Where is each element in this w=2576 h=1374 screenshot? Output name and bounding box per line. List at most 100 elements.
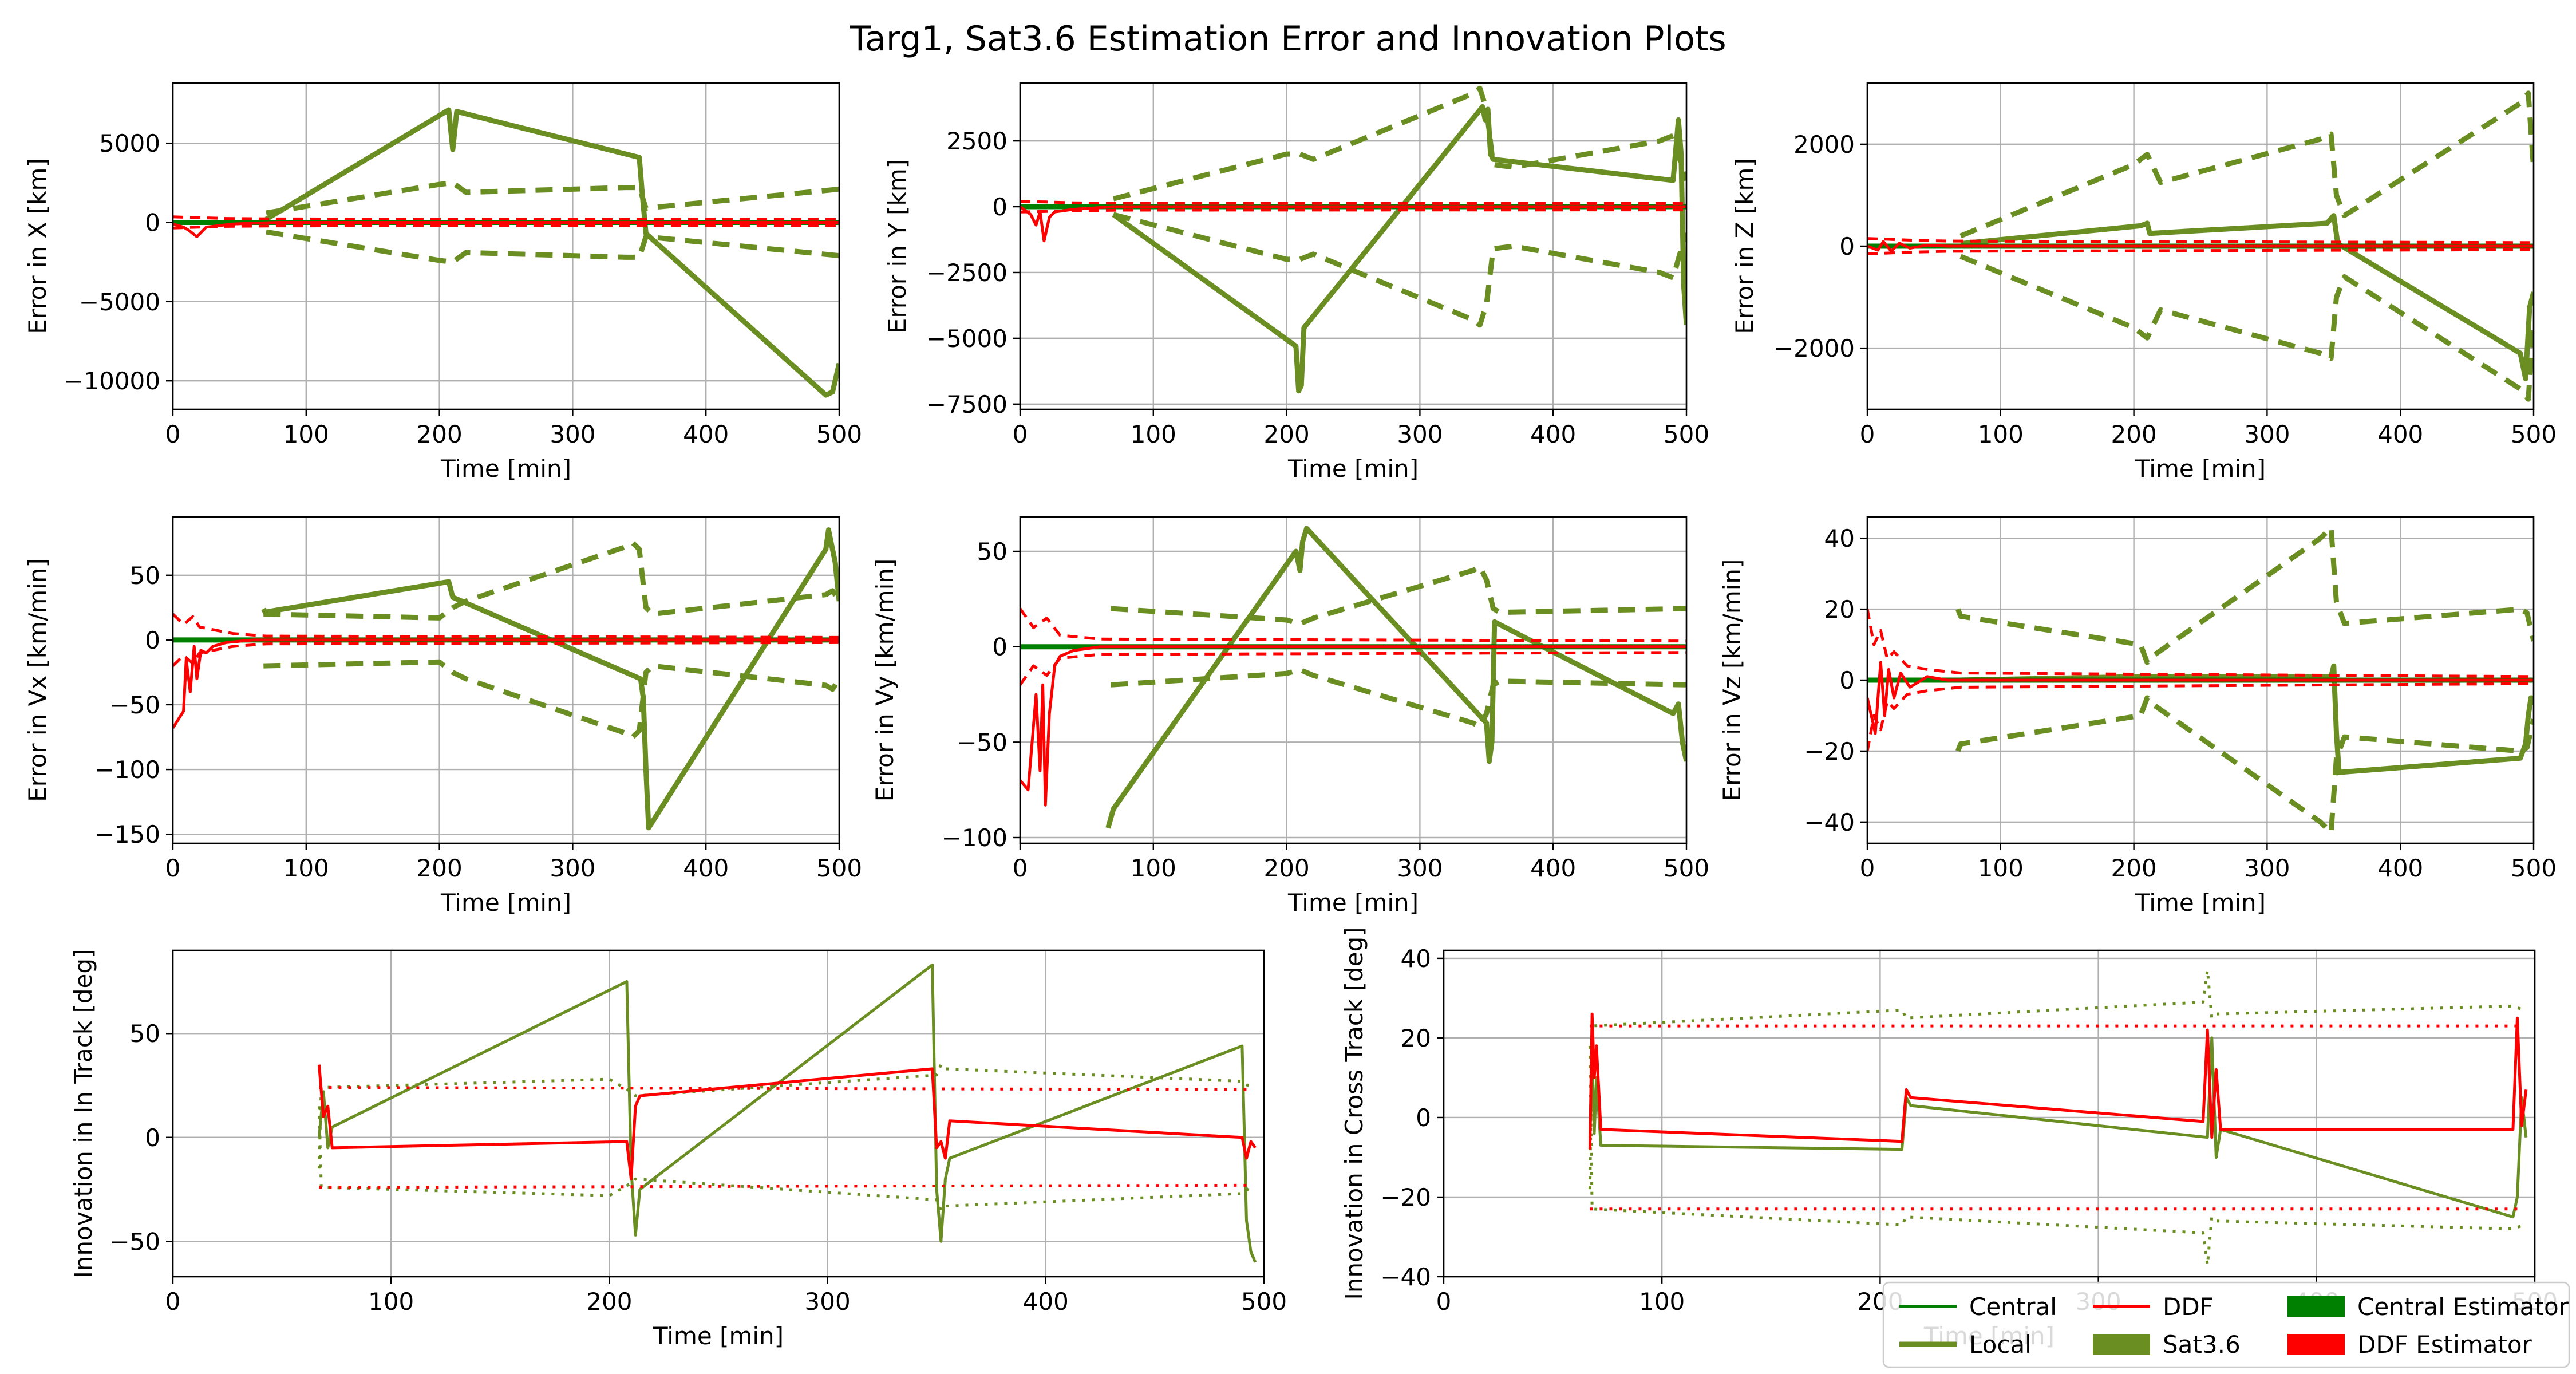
y-axis-label: Innovation in Cross Track [deg]: [1340, 927, 1368, 1300]
legend-swatch: [2287, 1334, 2345, 1355]
x-tick-label: 400: [1023, 1288, 1069, 1316]
y-tick-label: 0: [1416, 1104, 1431, 1132]
figure-title: Targ1, Sat3.6 Estimation Error and Innov…: [849, 19, 1726, 59]
x-tick-label: 0: [165, 420, 181, 448]
y-tick-label: −100: [94, 756, 160, 784]
x-tick-label: 400: [1530, 854, 1576, 882]
y-tick-label: −2000: [1773, 334, 1855, 362]
x-axis-label: Time [min]: [440, 455, 571, 483]
x-tick-label: 300: [805, 1288, 851, 1316]
series-line-3: [1111, 667, 1686, 730]
series-line-5: [1867, 661, 2534, 735]
x-tick-label: 300: [550, 420, 595, 448]
x-tick-label: 200: [1264, 854, 1310, 882]
y-tick-label: 0: [1839, 232, 1855, 260]
y-tick-label: −100: [942, 824, 1008, 852]
y-tick-label: 20: [1824, 595, 1855, 623]
x-tick-label: 100: [283, 420, 329, 448]
series-line-2: [1588, 969, 2524, 1190]
series-line-6: [173, 215, 839, 221]
x-axis-label: Time [min]: [1287, 455, 1419, 483]
y-tick-label: −150: [94, 820, 160, 848]
x-tick-label: 100: [1978, 854, 2024, 882]
x-tick-label: 200: [586, 1288, 632, 1316]
plot-area: [1867, 525, 2534, 835]
axes-frame: [172, 949, 1265, 1278]
x-tick-label: 500: [2511, 854, 2557, 882]
x-tick-label: 200: [2111, 854, 2157, 882]
x-tick-label: 500: [1664, 854, 1709, 882]
y-tick-label: −5000: [926, 325, 1008, 353]
plot-area: [1020, 85, 1686, 394]
series-line-1: [1960, 663, 2534, 775]
plot-area: [317, 963, 1257, 1263]
y-tick-label: 0: [1839, 666, 1855, 694]
series-line-1: [1588, 1036, 2528, 1219]
series-line-1: [264, 107, 839, 398]
y-axis-label: Error in X [km]: [23, 158, 52, 334]
series-line-6: [1867, 609, 2534, 678]
x-axis-label: Time [min]: [2135, 889, 2266, 917]
legend-label: DDF: [2163, 1293, 2214, 1321]
legend-swatch: [2287, 1296, 2345, 1317]
x-tick-label: 400: [2377, 420, 2423, 448]
plot-area: [1020, 526, 1686, 829]
x-tick-label: 400: [1530, 420, 1576, 448]
subplot-5: 0 100 200 300 400 500 −100 −50 0 50 Time [min] Erro…: [871, 516, 1709, 917]
legend-label: Central: [1969, 1293, 2057, 1321]
series-line-1: [1960, 213, 2534, 382]
y-tick-label: −50: [957, 728, 1008, 756]
y-tick-label: −20: [1804, 737, 1855, 765]
x-tick-label: 200: [417, 420, 463, 448]
x-tick-label: 100: [1978, 420, 2024, 448]
y-tick-label: 50: [977, 538, 1008, 566]
x-tick-label: 100: [283, 854, 329, 882]
series-line-2: [266, 180, 839, 216]
series-line-3: [1959, 254, 2534, 402]
x-tick-label: 400: [683, 854, 729, 882]
y-tick-label: 2500: [946, 127, 1008, 155]
x-tick-label: 400: [2377, 854, 2423, 882]
y-tick-label: −2500: [926, 259, 1008, 287]
y-tick-label: 2000: [1793, 131, 1855, 159]
x-tick-label: 500: [816, 420, 862, 448]
y-tick-label: −7500: [926, 390, 1008, 418]
y-tick-label: 0: [145, 1124, 160, 1152]
legend-label: Sat3.6: [2163, 1330, 2241, 1359]
y-tick-label: 0: [992, 633, 1008, 661]
y-tick-label: −10000: [64, 367, 160, 395]
x-tick-label: 300: [2244, 420, 2290, 448]
y-tick-label: −50: [109, 1227, 160, 1255]
plot-area: [1867, 90, 2534, 402]
legend-frame: [1882, 1281, 2570, 1368]
x-tick-label: 500: [1241, 1288, 1287, 1316]
series-line-6: [1020, 607, 1686, 643]
x-tick-label: 400: [683, 420, 729, 448]
y-tick-label: −50: [109, 691, 160, 719]
series-line-6: [1867, 237, 2534, 244]
y-tick-label: 0: [992, 193, 1008, 221]
legend-label: Local: [1969, 1330, 2032, 1359]
plot-area: [173, 527, 839, 831]
series-line-7: [173, 641, 839, 667]
subplot-4: 0 100 200 300 400 500 −150 −100 −50 0 50 Time [min]…: [23, 516, 862, 917]
series-line-1: [1105, 526, 1686, 829]
x-tick-label: 300: [550, 854, 595, 882]
series-line-3: [1588, 1045, 2524, 1266]
x-axis-label: Time [min]: [440, 889, 571, 917]
subplot-3: 0 100 200 300 400 500 −2000 0 2000 Time [min] Erro…: [1730, 82, 2557, 483]
y-tick-label: 50: [130, 1020, 160, 1048]
y-tick-label: 5000: [99, 129, 160, 157]
series-line-3: [1112, 212, 1686, 328]
y-tick-label: 20: [1401, 1024, 1431, 1052]
x-axis-label: Time [min]: [1287, 889, 1419, 917]
series-line-6: [319, 1183, 1253, 1189]
series-line-7: [1867, 248, 2534, 255]
subplot-6: 0 100 200 300 400 500 −40 −20 0 20 40 Time [min] Err…: [1718, 516, 2557, 917]
series-line-7: [1020, 651, 1686, 686]
y-axis-label: Error in Vy [km/min]: [871, 559, 899, 802]
y-tick-label: 40: [1401, 945, 1431, 973]
series-line-1: [261, 527, 839, 831]
series-line-7: [1867, 682, 2534, 752]
